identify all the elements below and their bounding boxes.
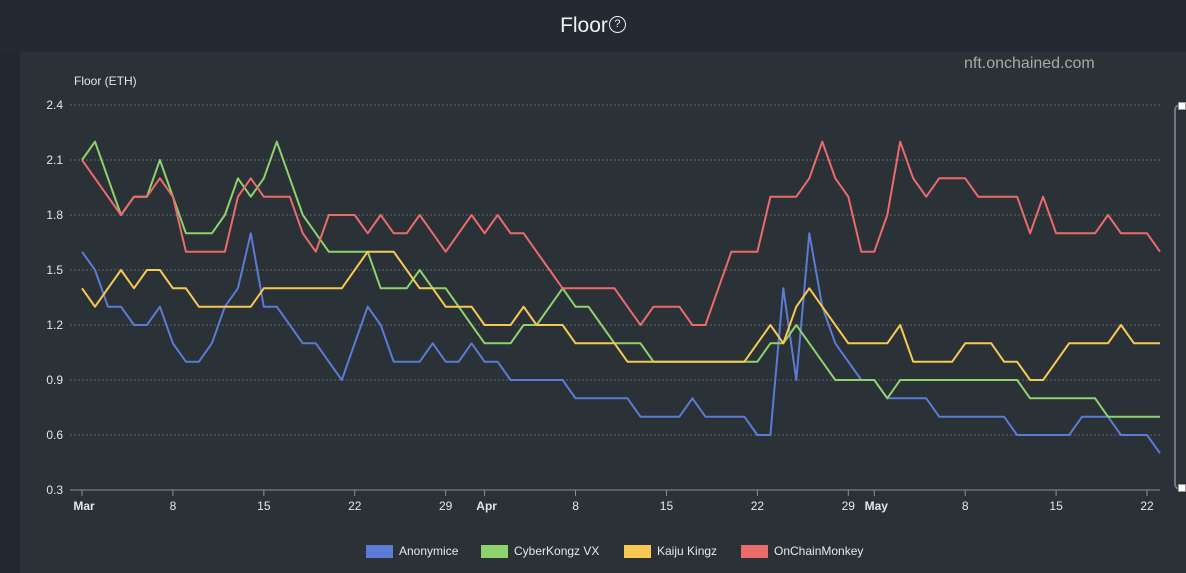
legend-label: OnChainMonkey [774,544,864,558]
chart-title: Floor [560,14,608,37]
x-tick-label: 15 [660,499,674,513]
legend-item-cyberkongz[interactable]: CyberKongz VX [481,543,599,559]
x-tick-label: 29 [439,499,453,513]
series-line-onchainmonkey [81,140,1161,326]
x-tick-label: 8 [572,499,579,513]
legend: Anonymice CyberKongz VX Kaiju Kingz OnCh… [0,543,1186,561]
legend-swatch [481,544,508,558]
chart-title-wrap: Floor? [0,14,1186,38]
scroll-knob-bottom[interactable] [1178,484,1186,492]
y-tick-label: 0.9 [46,373,63,387]
y-tick-label: 0.6 [46,428,63,442]
x-tick-label: 29 [842,499,856,513]
x-tick-label: 8 [962,499,969,513]
legend-item-anonymice[interactable]: Anonymice [366,543,458,559]
x-tick-label: 15 [1049,499,1063,513]
y-tick-label: 2.1 [46,153,63,167]
scroll-knob-top[interactable] [1178,102,1186,110]
x-tick-label: 22 [751,499,765,513]
x-tick-label: 15 [257,499,271,513]
legend-label: Kaiju Kingz [657,544,718,558]
x-tick-label: Apr [476,499,497,513]
series-line-cyberkongz-vx [81,140,1160,418]
legend-label: Anonymice [399,544,459,558]
chart-panel [20,52,1186,573]
question-circle-icon[interactable]: ? [608,16,626,33]
legend-item-onchainmonkey[interactable]: OnChainMonkey [741,543,863,559]
y-tick-label: 1.8 [46,208,63,222]
range-scrollbar[interactable] [1174,102,1186,492]
legend-swatch [624,544,651,558]
series-line-kaiju-kingz [81,250,1160,381]
legend-item-kaiju[interactable]: Kaiju Kingz [624,543,717,559]
legend-swatch [741,544,768,558]
series-line-anonymice [81,232,1161,454]
x-tick-label: 8 [170,499,177,513]
legend-swatch [366,544,393,558]
y-tick-label: 0.3 [46,483,63,497]
y-tick-label: 1.2 [46,318,63,332]
y-tick-label: 1.5 [46,263,63,277]
x-tick-label: Mar [73,499,95,513]
y-axis-label: Floor (ETH) [74,74,137,88]
x-tick-label: 22 [348,499,362,513]
x-tick-label: 22 [1140,499,1154,513]
y-tick-label: 2.4 [46,98,63,112]
legend-label: CyberKongz VX [514,544,600,558]
x-tick-label: May [865,499,889,513]
watermark: nft.onchained.com [964,55,1095,72]
header-bar: Floor? [0,0,1186,52]
